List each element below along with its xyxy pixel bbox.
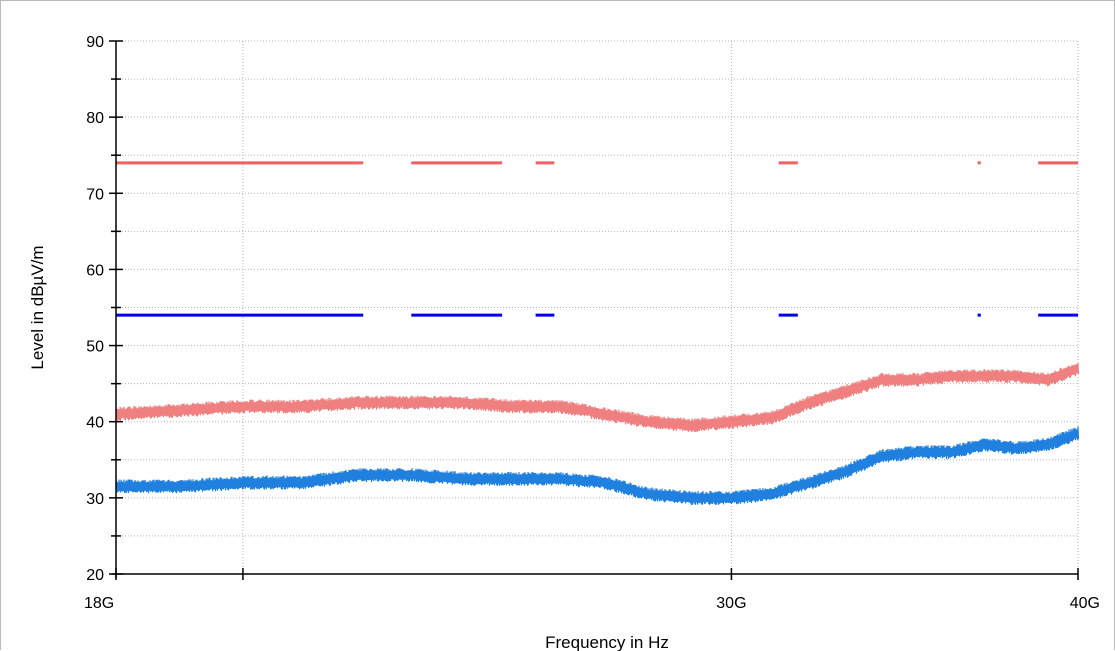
x-tick-label: 18G — [84, 595, 114, 612]
y-tick-label: 70 — [86, 186, 104, 203]
y-tick-label: 50 — [86, 339, 104, 356]
y-axis-title: Level in dBµV/m — [28, 245, 47, 369]
x-axis-title: Frequency in Hz — [545, 633, 669, 651]
ticks: 20 30 40 50 60 70 80 90 18G 30G 40G — [84, 34, 1100, 612]
y-tick-label: 40 — [86, 415, 104, 432]
x-tick-label: 40G — [1070, 595, 1100, 612]
trace-line-2 — [115, 426, 1080, 505]
y-tick-label: 90 — [86, 34, 104, 51]
traces — [115, 363, 1080, 505]
trace-line-1 — [115, 363, 1080, 433]
y-tick-label: 20 — [86, 567, 104, 584]
y-tick-label: 60 — [86, 262, 104, 279]
x-tick-label: 30G — [716, 595, 746, 612]
limit-lines — [116, 161, 1078, 317]
y-tick-label: 80 — [86, 110, 104, 127]
grid — [116, 40, 1079, 574]
axes — [112, 41, 1078, 578]
y-tick-label: 30 — [86, 491, 104, 508]
